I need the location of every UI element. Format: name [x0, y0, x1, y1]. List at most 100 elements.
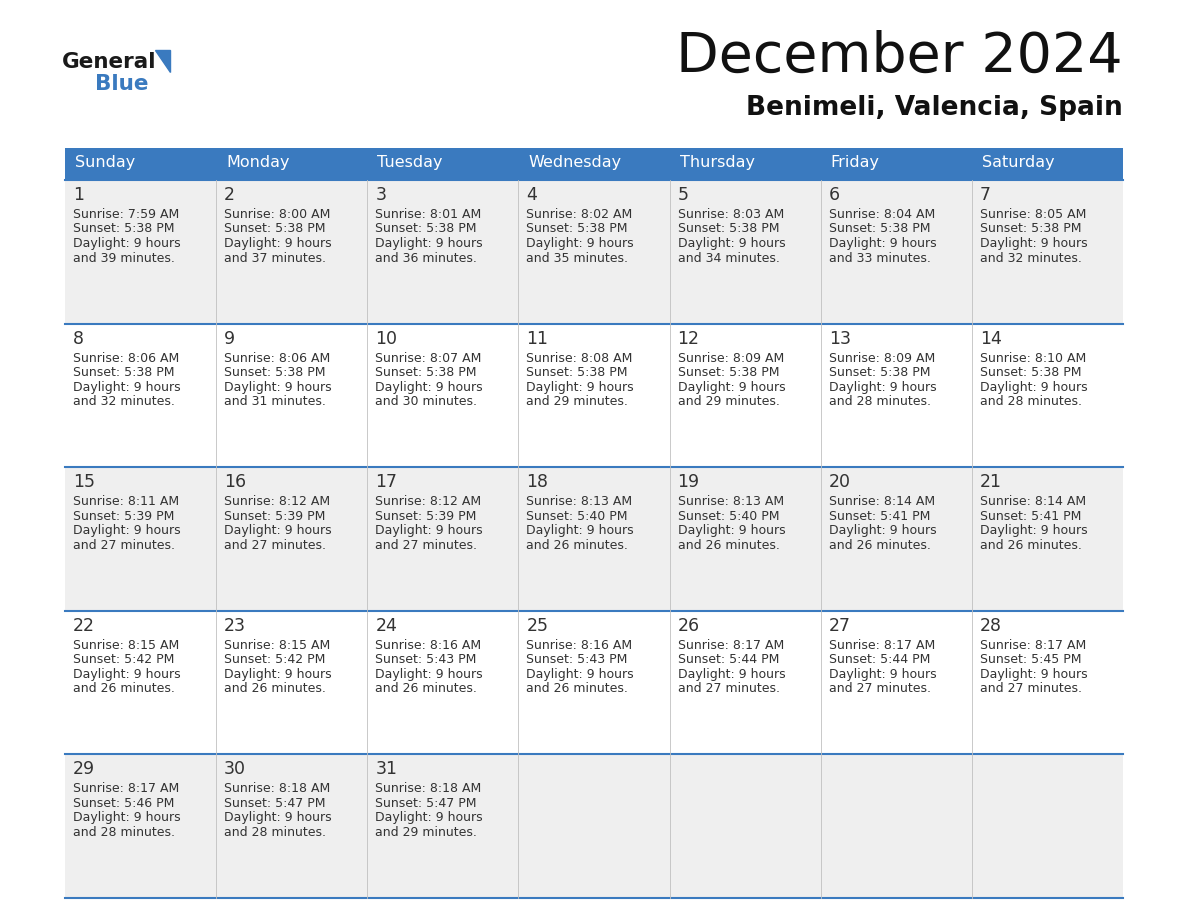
Text: Sunrise: 8:17 AM: Sunrise: 8:17 AM [72, 782, 179, 795]
Text: Daylight: 9 hours: Daylight: 9 hours [526, 667, 634, 681]
Text: Sunset: 5:38 PM: Sunset: 5:38 PM [829, 366, 930, 379]
Text: Monday: Monday [226, 155, 290, 171]
Text: Daylight: 9 hours: Daylight: 9 hours [829, 237, 936, 250]
Text: 14: 14 [980, 330, 1001, 348]
Text: 22: 22 [72, 617, 95, 635]
Text: 6: 6 [829, 186, 840, 204]
Text: Sunrise: 8:17 AM: Sunrise: 8:17 AM [677, 639, 784, 652]
Text: Sunset: 5:46 PM: Sunset: 5:46 PM [72, 797, 175, 810]
Text: Daylight: 9 hours: Daylight: 9 hours [375, 237, 482, 250]
Text: 8: 8 [72, 330, 84, 348]
Text: and 27 minutes.: and 27 minutes. [980, 682, 1082, 695]
Text: Sunset: 5:43 PM: Sunset: 5:43 PM [526, 654, 627, 666]
Text: Sunrise: 8:13 AM: Sunrise: 8:13 AM [526, 495, 632, 509]
Text: General: General [62, 52, 157, 72]
Text: and 26 minutes.: and 26 minutes. [375, 682, 478, 695]
Text: 5: 5 [677, 186, 689, 204]
Text: Daylight: 9 hours: Daylight: 9 hours [375, 524, 482, 537]
Text: Sunset: 5:38 PM: Sunset: 5:38 PM [375, 222, 476, 236]
Text: 25: 25 [526, 617, 549, 635]
Text: 28: 28 [980, 617, 1001, 635]
Text: Daylight: 9 hours: Daylight: 9 hours [375, 381, 482, 394]
Text: 23: 23 [225, 617, 246, 635]
Text: Tuesday: Tuesday [378, 155, 443, 171]
Text: Daylight: 9 hours: Daylight: 9 hours [677, 667, 785, 681]
Text: Daylight: 9 hours: Daylight: 9 hours [225, 667, 331, 681]
Text: 1: 1 [72, 186, 84, 204]
Text: Daylight: 9 hours: Daylight: 9 hours [526, 381, 634, 394]
Text: Sunrise: 8:08 AM: Sunrise: 8:08 AM [526, 352, 633, 364]
Text: Sunset: 5:43 PM: Sunset: 5:43 PM [375, 654, 476, 666]
Text: 30: 30 [225, 760, 246, 778]
Text: Sunrise: 7:59 AM: Sunrise: 7:59 AM [72, 208, 179, 221]
Text: Saturday: Saturday [981, 155, 1055, 171]
Text: Sunset: 5:40 PM: Sunset: 5:40 PM [677, 509, 779, 522]
Text: Sunset: 5:47 PM: Sunset: 5:47 PM [225, 797, 326, 810]
Text: and 27 minutes.: and 27 minutes. [829, 682, 930, 695]
Text: and 28 minutes.: and 28 minutes. [225, 826, 327, 839]
Text: Sunday: Sunday [75, 155, 135, 171]
Text: Daylight: 9 hours: Daylight: 9 hours [225, 524, 331, 537]
Text: Daylight: 9 hours: Daylight: 9 hours [980, 381, 1087, 394]
Text: Friday: Friday [830, 155, 880, 171]
Text: Sunset: 5:44 PM: Sunset: 5:44 PM [829, 654, 930, 666]
Text: Sunset: 5:38 PM: Sunset: 5:38 PM [677, 366, 779, 379]
Text: and 37 minutes.: and 37 minutes. [225, 252, 327, 264]
Text: Daylight: 9 hours: Daylight: 9 hours [375, 667, 482, 681]
Bar [65, 467, 1123, 610]
Text: December 2024: December 2024 [676, 30, 1123, 84]
Text: Sunrise: 8:17 AM: Sunrise: 8:17 AM [829, 639, 935, 652]
Text: Daylight: 9 hours: Daylight: 9 hours [677, 237, 785, 250]
Text: Sunrise: 8:14 AM: Sunrise: 8:14 AM [980, 495, 1086, 509]
Text: Sunrise: 8:12 AM: Sunrise: 8:12 AM [375, 495, 481, 509]
Bar [65, 180, 1123, 324]
Text: Sunset: 5:38 PM: Sunset: 5:38 PM [829, 222, 930, 236]
Text: Daylight: 9 hours: Daylight: 9 hours [980, 237, 1087, 250]
Text: 4: 4 [526, 186, 537, 204]
Text: Daylight: 9 hours: Daylight: 9 hours [829, 381, 936, 394]
Text: Daylight: 9 hours: Daylight: 9 hours [526, 524, 634, 537]
Text: Daylight: 9 hours: Daylight: 9 hours [980, 524, 1087, 537]
Text: and 26 minutes.: and 26 minutes. [980, 539, 1082, 552]
Text: Blue: Blue [95, 74, 148, 94]
Text: Sunset: 5:39 PM: Sunset: 5:39 PM [225, 509, 326, 522]
Text: 29: 29 [72, 760, 95, 778]
Text: Sunset: 5:42 PM: Sunset: 5:42 PM [72, 654, 175, 666]
Text: 3: 3 [375, 186, 386, 204]
Text: and 26 minutes.: and 26 minutes. [526, 682, 628, 695]
Text: Sunset: 5:38 PM: Sunset: 5:38 PM [72, 366, 175, 379]
Text: Sunrise: 8:03 AM: Sunrise: 8:03 AM [677, 208, 784, 221]
Text: Daylight: 9 hours: Daylight: 9 hours [375, 812, 482, 824]
Text: 31: 31 [375, 760, 397, 778]
Text: Daylight: 9 hours: Daylight: 9 hours [225, 812, 331, 824]
Text: Sunrise: 8:04 AM: Sunrise: 8:04 AM [829, 208, 935, 221]
Text: Sunset: 5:39 PM: Sunset: 5:39 PM [375, 509, 476, 522]
Bar [65, 610, 1123, 755]
Text: Sunset: 5:41 PM: Sunset: 5:41 PM [980, 509, 1081, 522]
Text: 16: 16 [225, 473, 246, 491]
Text: Sunrise: 8:17 AM: Sunrise: 8:17 AM [980, 639, 1086, 652]
Text: 12: 12 [677, 330, 700, 348]
Text: 7: 7 [980, 186, 991, 204]
Text: 15: 15 [72, 473, 95, 491]
Text: Sunset: 5:38 PM: Sunset: 5:38 PM [375, 366, 476, 379]
Text: 13: 13 [829, 330, 851, 348]
Text: and 29 minutes.: and 29 minutes. [677, 395, 779, 409]
Text: Sunrise: 8:16 AM: Sunrise: 8:16 AM [526, 639, 632, 652]
Text: and 34 minutes.: and 34 minutes. [677, 252, 779, 264]
Text: Sunrise: 8:18 AM: Sunrise: 8:18 AM [225, 782, 330, 795]
Text: Sunrise: 8:11 AM: Sunrise: 8:11 AM [72, 495, 179, 509]
Text: Sunrise: 8:06 AM: Sunrise: 8:06 AM [72, 352, 179, 364]
Text: Sunset: 5:38 PM: Sunset: 5:38 PM [526, 222, 628, 236]
Text: Daylight: 9 hours: Daylight: 9 hours [72, 237, 181, 250]
Text: Sunset: 5:44 PM: Sunset: 5:44 PM [677, 654, 779, 666]
Text: and 28 minutes.: and 28 minutes. [829, 395, 930, 409]
Text: and 27 minutes.: and 27 minutes. [72, 539, 175, 552]
Text: Sunset: 5:38 PM: Sunset: 5:38 PM [980, 222, 1081, 236]
Text: Daylight: 9 hours: Daylight: 9 hours [225, 381, 331, 394]
Text: Sunrise: 8:15 AM: Sunrise: 8:15 AM [72, 639, 179, 652]
Text: and 26 minutes.: and 26 minutes. [677, 539, 779, 552]
Text: and 29 minutes.: and 29 minutes. [375, 826, 478, 839]
Text: and 31 minutes.: and 31 minutes. [225, 395, 326, 409]
Text: and 30 minutes.: and 30 minutes. [375, 395, 478, 409]
